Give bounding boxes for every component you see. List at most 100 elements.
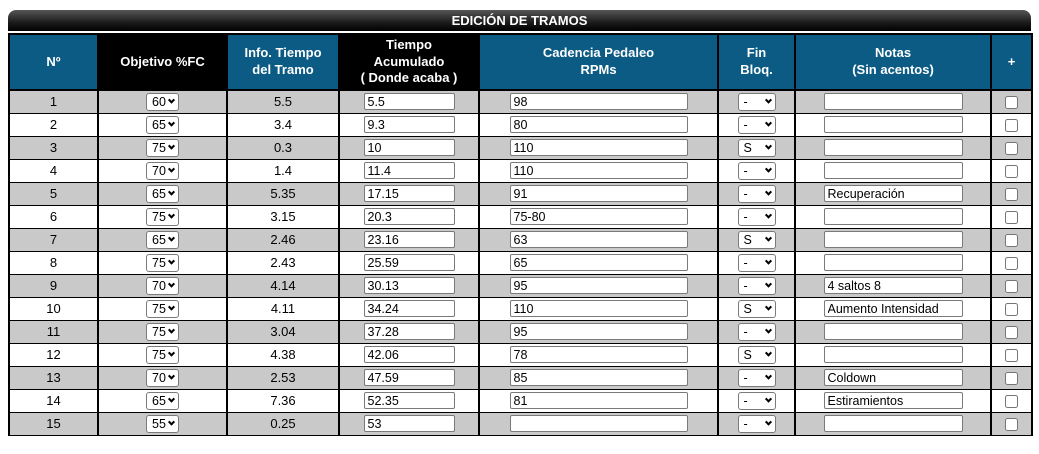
row-checkbox[interactable] (1005, 257, 1018, 271)
objetivo-select[interactable]: 65 (146, 391, 179, 410)
fin-bloq-select[interactable]: - (737, 184, 776, 203)
info-tiempo-value: 5.35 (270, 186, 296, 201)
row-number: 13 (46, 370, 61, 385)
cadencia-input[interactable] (509, 185, 688, 203)
notas-input[interactable] (823, 139, 963, 157)
cadencia-input[interactable] (509, 346, 688, 364)
notas-input[interactable] (823, 231, 963, 249)
row-number: 14 (46, 393, 61, 408)
tiempo-acumulado-input[interactable] (363, 231, 455, 249)
notas-input[interactable] (823, 93, 963, 111)
row-checkbox[interactable] (1005, 418, 1018, 432)
row-checkbox[interactable] (1005, 395, 1018, 409)
cadencia-input[interactable] (509, 208, 688, 226)
objetivo-select[interactable]: 65 (146, 184, 179, 203)
notas-input[interactable] (823, 300, 963, 318)
cadencia-input[interactable] (509, 369, 688, 387)
objetivo-select[interactable]: 75 (146, 207, 179, 226)
objetivo-cell: 65 (97, 388, 228, 413)
row-checkbox[interactable] (1005, 303, 1018, 317)
notas-input[interactable] (823, 369, 963, 387)
row-checkbox[interactable] (1005, 96, 1018, 110)
objetivo-select[interactable]: 75 (146, 322, 179, 341)
tiempo-acumulado-input[interactable] (363, 277, 455, 295)
row-checkbox[interactable] (1005, 142, 1018, 156)
row-checkbox[interactable] (1005, 349, 1018, 363)
fin-bloq-select[interactable]: - (737, 253, 776, 272)
cadencia-input[interactable] (509, 277, 688, 295)
cadencia-input[interactable] (509, 300, 688, 318)
tiempo-acumulado-input[interactable] (363, 139, 455, 157)
row-checkbox[interactable] (1005, 372, 1018, 386)
tiempo-acumulado-input[interactable] (363, 369, 455, 387)
objetivo-select[interactable]: 65 (146, 230, 179, 249)
tiempo-acumulado-input[interactable] (363, 116, 455, 134)
objetivo-select[interactable]: 75 (146, 299, 179, 318)
tiempo-acumulado-input[interactable] (363, 93, 455, 111)
notas-input[interactable] (823, 415, 963, 433)
cadencia-input[interactable] (509, 116, 688, 134)
tiempo-acumulado-input[interactable] (363, 392, 455, 410)
fin-bloq-select[interactable]: - (737, 414, 776, 433)
objetivo-select[interactable]: 75 (146, 345, 179, 364)
row-number: 6 (49, 209, 58, 224)
row-checkbox[interactable] (1005, 165, 1018, 179)
notas-input[interactable] (823, 277, 963, 295)
cadencia-input[interactable] (509, 93, 688, 111)
tiempo-acumulado-input[interactable] (363, 162, 455, 180)
cadencia-input[interactable] (509, 231, 688, 249)
fin-bloq-select[interactable]: - (737, 322, 776, 341)
row-checkbox[interactable] (1005, 119, 1018, 133)
notas-input[interactable] (823, 346, 963, 364)
fin-bloq-select[interactable]: - (737, 368, 776, 387)
objetivo-select[interactable]: 70 (146, 161, 179, 180)
fin-bloq-cell: - (717, 158, 796, 183)
notas-input[interactable] (823, 185, 963, 203)
cadencia-input[interactable] (509, 392, 688, 410)
fin-bloq-select[interactable]: - (737, 391, 776, 410)
tiempo-acumulado-cell (338, 319, 480, 344)
tiempo-acumulado-input[interactable] (363, 185, 455, 203)
objetivo-select[interactable]: 75 (146, 138, 179, 157)
notas-input[interactable] (823, 392, 963, 410)
fin-bloq-select[interactable]: - (737, 276, 776, 295)
tiempo-acumulado-input[interactable] (363, 208, 455, 226)
tiempo-acumulado-input[interactable] (363, 323, 455, 341)
info-tiempo-cell: 0.25 (226, 411, 340, 436)
tiempo-acumulado-input[interactable] (363, 346, 455, 364)
row-checkbox[interactable] (1005, 234, 1018, 248)
objetivo-select[interactable]: 65 (146, 115, 179, 134)
fin-bloq-select[interactable]: S (737, 345, 776, 364)
objetivo-select[interactable]: 60 (146, 92, 179, 111)
cadencia-input[interactable] (509, 323, 688, 341)
objetivo-select[interactable]: 70 (146, 368, 179, 387)
fin-bloq-select[interactable]: S (737, 138, 776, 157)
fin-bloq-select[interactable]: - (737, 161, 776, 180)
row-checkbox[interactable] (1005, 326, 1018, 340)
notas-input[interactable] (823, 208, 963, 226)
fin-bloq-select[interactable]: - (737, 115, 776, 134)
chevron-down-icon (167, 326, 175, 334)
row-checkbox[interactable] (1005, 188, 1018, 202)
notas-input[interactable] (823, 162, 963, 180)
table-row: 8 75 2.43 - (8, 250, 1033, 275)
cadencia-input[interactable] (509, 139, 688, 157)
fin-bloq-select[interactable]: S (737, 230, 776, 249)
row-checkbox[interactable] (1005, 211, 1018, 225)
cadencia-input[interactable] (509, 162, 688, 180)
cadencia-input[interactable] (509, 254, 688, 272)
tiempo-acumulado-input[interactable] (363, 415, 455, 433)
fin-bloq-select[interactable]: - (737, 92, 776, 111)
tiempo-acumulado-input[interactable] (363, 300, 455, 318)
objetivo-select[interactable]: 70 (146, 276, 179, 295)
cadencia-input[interactable] (509, 415, 688, 433)
fin-bloq-select[interactable]: S (737, 299, 776, 318)
fin-bloq-select[interactable]: - (737, 207, 776, 226)
objetivo-select[interactable]: 55 (146, 414, 179, 433)
notas-input[interactable] (823, 323, 963, 341)
notas-input[interactable] (823, 116, 963, 134)
row-checkbox[interactable] (1005, 280, 1018, 294)
notas-input[interactable] (823, 254, 963, 272)
objetivo-select[interactable]: 75 (146, 253, 179, 272)
tiempo-acumulado-input[interactable] (363, 254, 455, 272)
